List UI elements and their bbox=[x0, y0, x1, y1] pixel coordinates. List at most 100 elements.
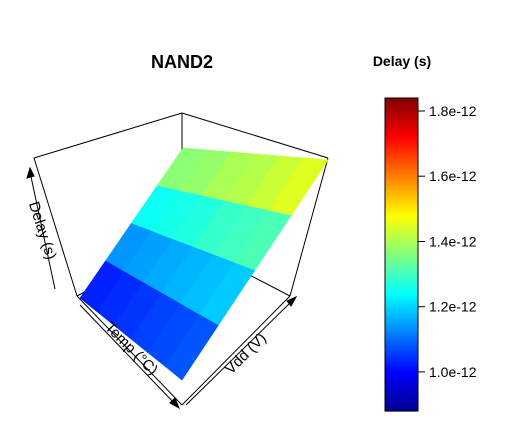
colorbar-step bbox=[385, 389, 418, 393]
colorbar-step bbox=[385, 356, 418, 359]
colorbar-step bbox=[385, 139, 418, 142]
colorbar-step bbox=[385, 244, 418, 248]
colorbar-step bbox=[385, 150, 418, 154]
colorbar-step bbox=[385, 158, 418, 162]
colorbar-step bbox=[385, 342, 418, 346]
colorbar-step bbox=[385, 289, 418, 293]
colorbar-step bbox=[385, 315, 418, 318]
colorbar-step bbox=[385, 295, 418, 299]
colorbar-step bbox=[385, 274, 418, 277]
colorbar-step bbox=[385, 193, 418, 197]
colorbar-step bbox=[385, 187, 418, 191]
colorbar-step bbox=[385, 407, 418, 410]
colorbar-step bbox=[385, 336, 418, 340]
colorbar-step bbox=[385, 264, 418, 267]
colorbar-step bbox=[385, 184, 418, 187]
colorbar-step bbox=[385, 144, 418, 148]
colorbar-step bbox=[385, 326, 418, 330]
colorbar-step bbox=[385, 146, 418, 150]
colorbar-step bbox=[385, 354, 418, 357]
box-edge bbox=[76, 295, 183, 406]
colorbar-step bbox=[385, 299, 418, 303]
colorbar-step bbox=[385, 117, 418, 121]
colorbar-step bbox=[385, 293, 418, 297]
colorbar-step bbox=[385, 367, 418, 371]
colorbar-step bbox=[385, 283, 418, 287]
colorbar-step bbox=[385, 209, 418, 213]
colorbar-step bbox=[385, 180, 418, 183]
colorbar-step bbox=[385, 270, 418, 273]
colorbar-step bbox=[385, 129, 418, 132]
colorbar-step bbox=[385, 272, 418, 275]
box-edge bbox=[33, 112, 183, 159]
colorbar-step bbox=[385, 231, 418, 234]
colorbar-step bbox=[385, 324, 418, 328]
colorbar-step bbox=[385, 405, 418, 408]
colorbar-step bbox=[385, 319, 418, 322]
colorbar-step bbox=[385, 385, 418, 389]
colorbar-step bbox=[385, 98, 418, 101]
colorbar-step bbox=[385, 172, 418, 175]
colorbar-step bbox=[385, 238, 418, 242]
colorbar-step bbox=[385, 364, 418, 367]
colorbar-step bbox=[385, 371, 418, 375]
colorbar-step bbox=[385, 197, 418, 201]
colorbar-step bbox=[385, 262, 418, 265]
z-axis-arrowhead bbox=[26, 166, 35, 179]
colorbar-step bbox=[385, 182, 418, 185]
colorbar-step bbox=[385, 373, 418, 377]
colorbar-step bbox=[385, 348, 418, 351]
colorbar-step bbox=[385, 121, 418, 125]
colorbar-step bbox=[385, 234, 418, 238]
colorbar-step bbox=[385, 307, 418, 310]
colorbar-step bbox=[385, 360, 418, 363]
box-edge bbox=[181, 112, 329, 159]
colorbar-step bbox=[385, 291, 418, 295]
box-edge bbox=[289, 157, 329, 297]
colorbar-step bbox=[385, 311, 418, 314]
colorbar-step bbox=[385, 248, 418, 252]
colorbar-step bbox=[385, 205, 418, 209]
colorbar-step bbox=[385, 135, 418, 138]
colorbar-step bbox=[385, 99, 418, 103]
colorbar-step bbox=[385, 330, 418, 334]
colorbar-step bbox=[385, 148, 418, 152]
colorbar-step bbox=[385, 252, 418, 256]
colorbar-tick-label: 1.0e-12 bbox=[429, 364, 477, 380]
z-axis-arrow bbox=[29, 171, 56, 290]
colorbar-step bbox=[385, 229, 418, 232]
colorbar-step bbox=[385, 321, 418, 324]
z-axis-label: Delay (s) bbox=[25, 199, 60, 261]
colorbar-step bbox=[385, 369, 418, 373]
colorbar-step bbox=[385, 276, 418, 279]
colorbar-step bbox=[385, 399, 418, 402]
colorbar-step bbox=[385, 131, 418, 134]
colorbar-step bbox=[385, 178, 418, 181]
chart-title: NAND2 bbox=[151, 52, 213, 72]
colorbar-step bbox=[385, 141, 418, 144]
colorbar-step bbox=[385, 281, 418, 285]
colorbar-step bbox=[385, 225, 418, 228]
colorbar-step bbox=[385, 268, 418, 271]
colorbar-step bbox=[385, 346, 418, 349]
colorbar-step bbox=[385, 260, 418, 263]
colorbar-step bbox=[385, 366, 418, 369]
colorbar-step bbox=[385, 232, 418, 236]
colorbar-ticks: 1.0e-12 1.2e-12 1.4e-12 1.6e-12 1.8e-12 bbox=[418, 103, 477, 380]
colorbar-step bbox=[385, 301, 418, 305]
colorbar-step bbox=[385, 401, 418, 404]
colorbar-step bbox=[385, 395, 418, 398]
colorbar bbox=[384, 97, 419, 412]
colorbar-step bbox=[385, 201, 418, 205]
colorbar-step bbox=[385, 221, 418, 224]
surface-cell bbox=[268, 157, 329, 216]
colorbar-step bbox=[385, 160, 418, 164]
colorbar-step bbox=[385, 362, 418, 365]
colorbar-step bbox=[385, 207, 418, 211]
colorbar-step bbox=[385, 393, 418, 396]
colorbar-title: Delay (s) bbox=[373, 53, 431, 69]
colorbar-step bbox=[385, 375, 418, 379]
colorbar-step bbox=[385, 256, 418, 260]
colorbar-step bbox=[385, 240, 418, 244]
colorbar-step bbox=[385, 199, 418, 203]
